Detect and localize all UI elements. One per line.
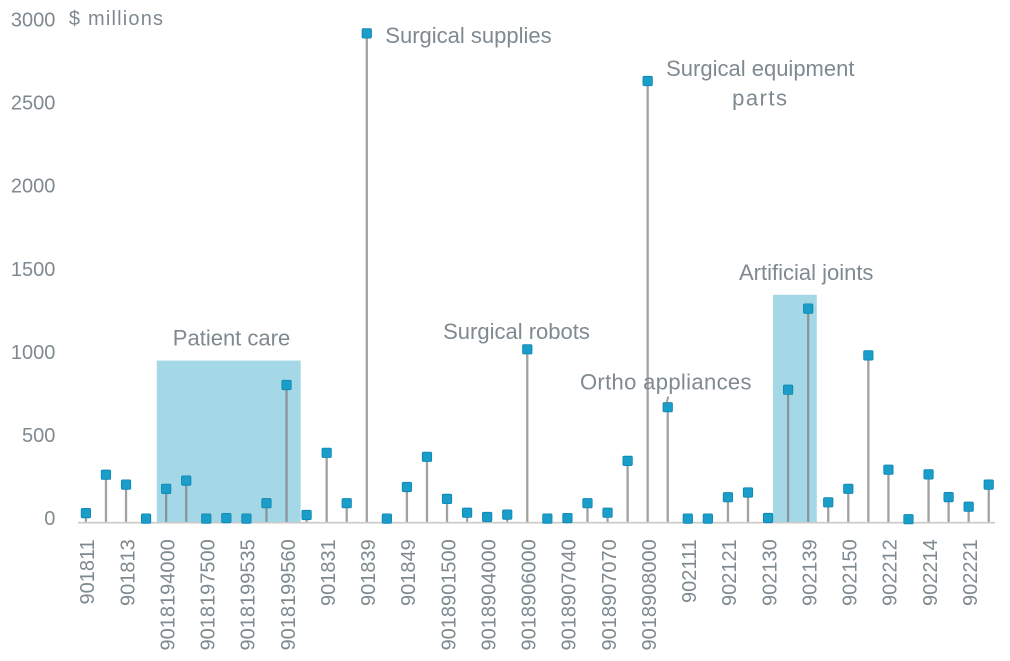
- svg-text:902214: 902214: [920, 539, 942, 606]
- svg-text:Surgical supplies: Surgical supplies: [385, 23, 551, 48]
- svg-text:2000: 2000: [11, 176, 56, 198]
- svg-text:9018901500: 9018901500: [438, 539, 460, 650]
- svg-text:901811: 901811: [77, 539, 99, 604]
- svg-text:9018906000: 9018906000: [519, 539, 541, 650]
- svg-text:901839: 901839: [358, 539, 380, 606]
- svg-text:902121: 902121: [719, 539, 741, 606]
- svg-text:902111: 902111: [679, 539, 701, 603]
- svg-text:Surgical robots: Surgical robots: [443, 319, 590, 344]
- svg-text:Patient care: Patient care: [173, 326, 290, 351]
- svg-text:500: 500: [22, 425, 55, 447]
- svg-text:1000: 1000: [11, 342, 56, 364]
- svg-text:9018199560: 9018199560: [278, 539, 300, 650]
- svg-text:0: 0: [44, 508, 55, 530]
- svg-text:902221: 902221: [960, 539, 982, 606]
- svg-text:9018194000: 9018194000: [157, 539, 179, 650]
- svg-text:Surgical equipment: Surgical equipment: [666, 56, 854, 81]
- svg-text:9018907070: 9018907070: [599, 539, 621, 650]
- svg-text:901849: 901849: [398, 539, 420, 606]
- svg-text:2500: 2500: [11, 93, 56, 115]
- svg-text:Artificial joints: Artificial joints: [739, 260, 873, 285]
- svg-text:902212: 902212: [880, 539, 902, 606]
- svg-text:902139: 902139: [799, 539, 821, 606]
- svg-text:9018904000: 9018904000: [478, 539, 500, 650]
- svg-text:parts: parts: [732, 86, 788, 111]
- svg-text:901831: 901831: [318, 539, 340, 606]
- svg-text:902130: 902130: [759, 539, 781, 606]
- svg-text:9018197500: 9018197500: [198, 539, 220, 650]
- svg-text:9018199535: 9018199535: [238, 539, 260, 650]
- svg-text:9018908000: 9018908000: [639, 539, 661, 650]
- svg-text:9018907040: 9018907040: [559, 539, 581, 650]
- svg-text:Ortho appliances: Ortho appliances: [580, 370, 752, 395]
- svg-text:902150: 902150: [840, 539, 862, 606]
- svg-text:901813: 901813: [117, 539, 139, 606]
- svg-text:1500: 1500: [11, 259, 56, 281]
- svg-text:3000: 3000: [11, 9, 56, 31]
- svg-text:$ millions: $ millions: [69, 8, 164, 30]
